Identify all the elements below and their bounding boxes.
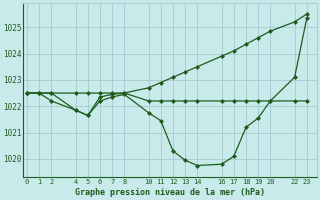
X-axis label: Graphe pression niveau de la mer (hPa): Graphe pression niveau de la mer (hPa) (75, 188, 265, 197)
